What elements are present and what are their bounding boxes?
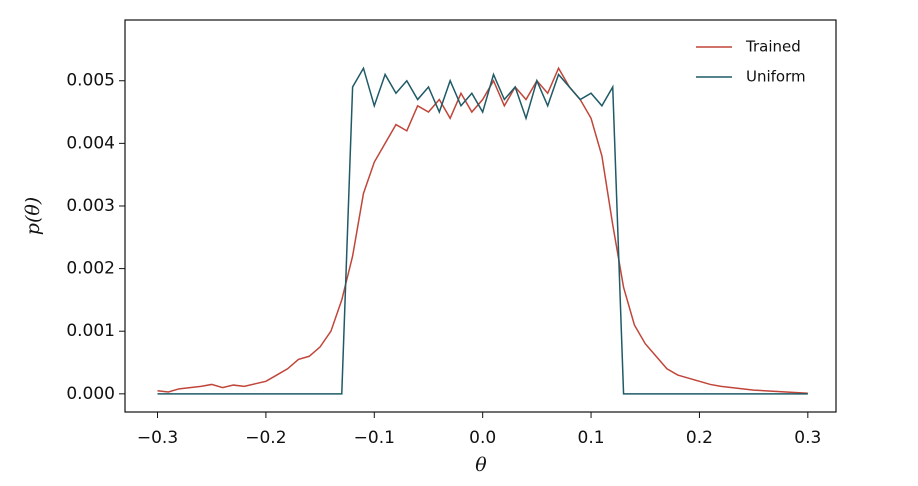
y-axis-label: p(θ) — [22, 197, 44, 235]
x-tick-label: −0.1 — [354, 428, 395, 448]
x-tick-label: 0.0 — [469, 428, 496, 448]
x-tick-label: 0.1 — [578, 428, 605, 448]
legend-label: Trained — [745, 38, 801, 56]
y-tick-label: 0.004 — [66, 133, 115, 153]
x-tick-label: 0.2 — [686, 428, 713, 448]
x-tick-label: −0.2 — [245, 428, 286, 448]
y-tick-label: 0.001 — [66, 321, 115, 341]
series-line — [157, 66, 808, 394]
plot-frame — [124, 19, 837, 413]
legend-label: Uniform — [746, 68, 806, 86]
y-tick-label: 0.000 — [66, 384, 115, 404]
series-line — [157, 66, 808, 395]
y-tick-label: 0.005 — [66, 71, 115, 91]
x-tick-label: −0.3 — [137, 428, 178, 448]
y-tick-label: 0.003 — [66, 196, 115, 216]
y-tick-label: 0.002 — [66, 259, 115, 279]
x-tick-label: 0.3 — [794, 428, 821, 448]
x-axis-label: θ — [475, 454, 487, 476]
